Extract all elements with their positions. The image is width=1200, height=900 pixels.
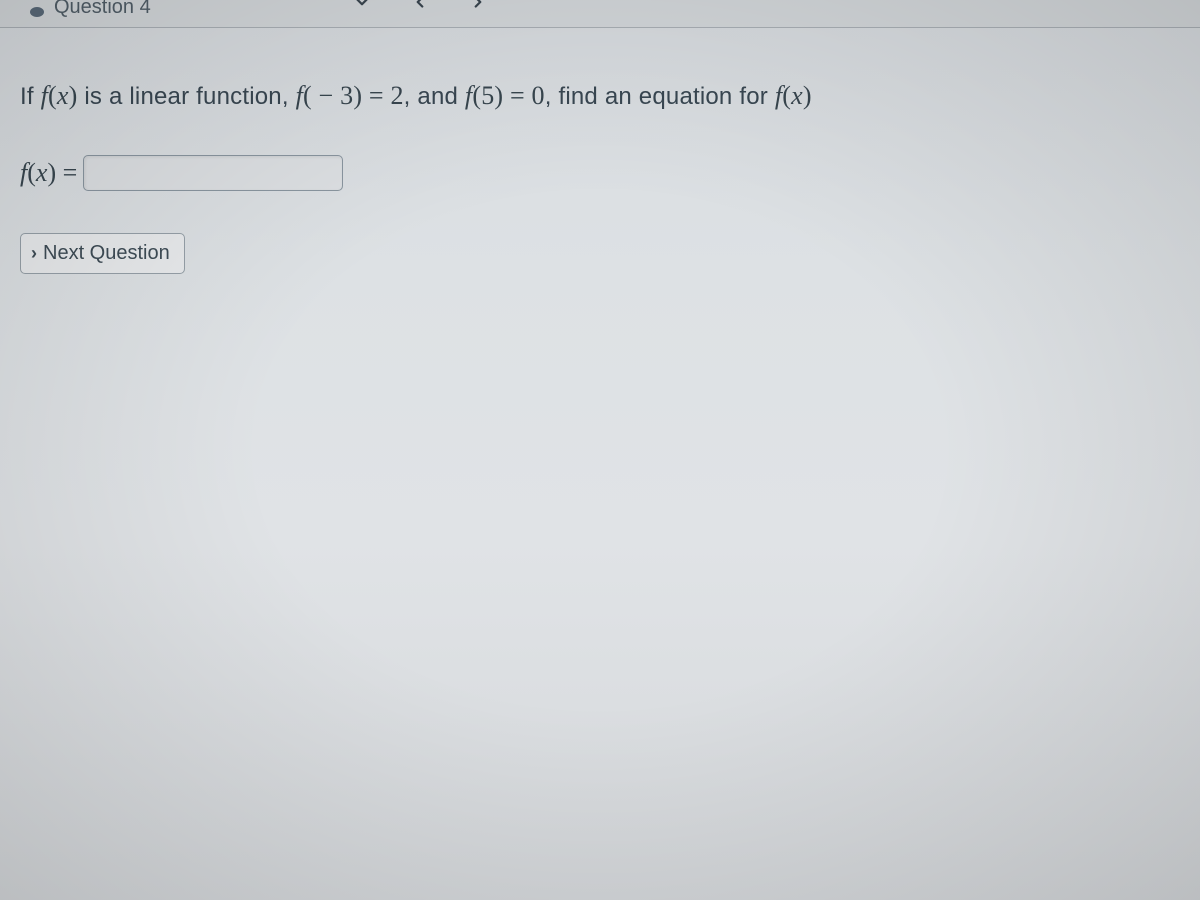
math-f5: f(5) = 0: [465, 81, 545, 110]
header-row: Question 4: [0, 0, 1200, 27]
chevron-right-icon[interactable]: [469, 0, 487, 11]
question-prompt: If f(x) is a linear function, f( − 3) = …: [20, 76, 1180, 115]
math-fx-end: f(x): [775, 81, 812, 110]
chevron-right-icon: ›: [31, 243, 37, 264]
text-mid3: , find an equation for: [545, 83, 775, 110]
math-fneg3: f( − 3) = 2: [296, 81, 404, 110]
header-bar: Question 4: [0, 0, 1200, 28]
next-button-label: Next Question: [43, 242, 170, 265]
math-fx: f(x): [41, 81, 78, 110]
text-prefix: If: [20, 83, 41, 110]
chevron-down-icon[interactable]: [353, 0, 371, 11]
question-indicator[interactable]: Question 4: [30, 2, 151, 25]
answer-label: f(x) =: [20, 158, 77, 188]
chevron-left-icon[interactable]: [411, 0, 429, 11]
text-mid1: is a linear function,: [78, 83, 296, 110]
next-question-button[interactable]: › Next Question: [20, 233, 185, 274]
text-mid2: , and: [404, 83, 465, 110]
question-number-label: Question 4: [54, 0, 151, 19]
circle-icon: [30, 7, 44, 17]
answer-input[interactable]: [83, 155, 343, 191]
nav-arrows: [353, 0, 487, 11]
question-content: If f(x) is a linear function, f( − 3) = …: [0, 28, 1200, 294]
answer-row: f(x) =: [20, 155, 1180, 191]
